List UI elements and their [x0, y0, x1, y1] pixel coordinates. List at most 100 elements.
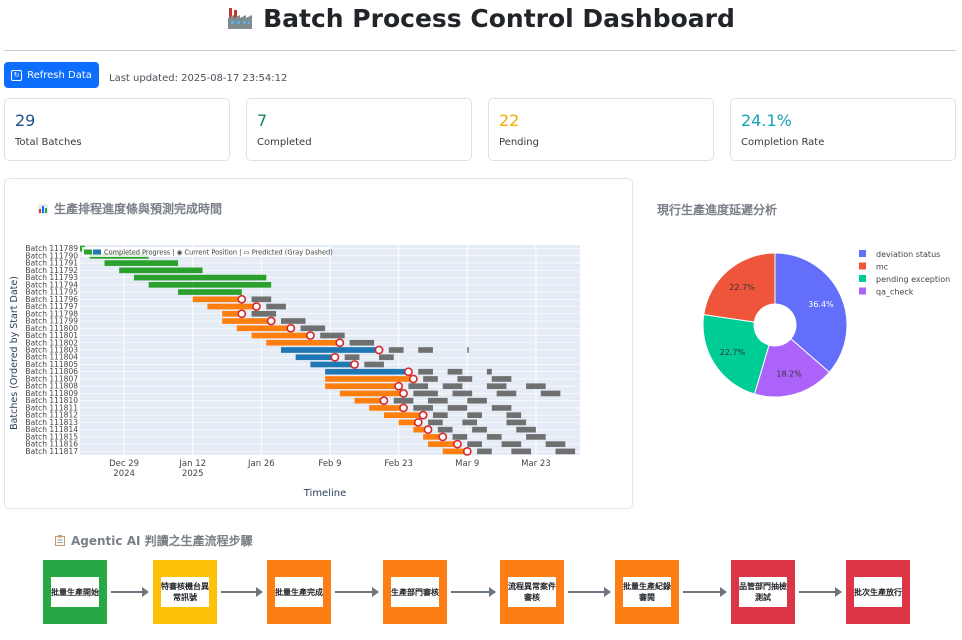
y-tick-label: Batch 111817 [25, 447, 78, 456]
pie-slice-label: 22.7% [729, 283, 755, 292]
flow-step: 特審核機台異常訊號 [153, 560, 217, 624]
legend-swatch-progress [93, 249, 101, 255]
progress-bar [413, 426, 429, 433]
refresh-data-label: Refresh Data [27, 69, 92, 81]
pie-slice-label: 18.2% [776, 369, 802, 378]
predicted-segment [467, 397, 487, 404]
predicted-segment [545, 441, 566, 447]
pie-slice-label: 22.7% [720, 348, 746, 357]
progress-bar [325, 376, 414, 382]
y-tick-label: Batch 111796 [25, 295, 78, 304]
factory-icon [227, 6, 253, 36]
predicted-segment [462, 419, 478, 426]
predicted-segment [447, 368, 463, 375]
stat-label: Total Batches [15, 137, 82, 148]
progress-bar [280, 347, 380, 353]
progress-bar [178, 289, 242, 295]
current-position-marker [394, 381, 404, 391]
flow-arrow [335, 587, 379, 597]
stat-label: Completion Rate [741, 137, 825, 148]
predicted-segment [413, 390, 438, 397]
title-divider [4, 50, 956, 51]
legend-label: mc [876, 263, 888, 272]
predicted-segment [486, 434, 502, 440]
current-position-marker [423, 425, 433, 435]
y-tick-label: Batch 111794 [25, 280, 78, 289]
predicted-segment [526, 434, 546, 440]
y-tick-label: Batch 111803 [25, 346, 78, 355]
predicted-segment [491, 405, 512, 411]
predicted-segment [491, 376, 512, 382]
progress-bar [383, 412, 424, 418]
predicted-segment [452, 390, 473, 397]
predicted-segment [408, 383, 429, 390]
flow-arrow [683, 587, 727, 597]
progress-bar [192, 296, 242, 303]
y-tick-label: Batch 111802 [25, 338, 78, 347]
flow-arrow [568, 587, 611, 597]
pie-slice-qa-check [753, 338, 831, 398]
y-tick-label: Batch 111789 [25, 244, 78, 253]
progress-bar [295, 354, 335, 361]
flow-step: 批量生產開始 [43, 560, 107, 624]
predicted-segment [379, 354, 394, 361]
stat-card-completion-rate: 24.1% Completion Rate [730, 98, 956, 161]
flow-step-label: 流程異常案件審核 [508, 577, 556, 607]
predicted-segment [506, 412, 522, 418]
x-tick-sublabel: 2024 [113, 469, 135, 479]
stat-card-total-batches: 29 Total Batches [4, 98, 230, 161]
flow-step-label: 特審核機台異常訊號 [161, 577, 209, 607]
stat-value: 24.1% [741, 111, 792, 130]
x-tick-label: Jan 26 [247, 459, 275, 469]
refresh-icon: ↻ [11, 69, 23, 81]
stat-label: Pending [499, 137, 539, 148]
flow-step-label: 批量生產開始 [51, 577, 99, 607]
stat-value: 29 [15, 111, 36, 130]
flow-step-label: 品管部門抽檢測試 [739, 577, 787, 607]
progress-bar [148, 282, 272, 288]
legend-label: deviation status [876, 250, 940, 259]
progress-bar [423, 434, 443, 440]
y-tick-label: Batch 111800 [25, 324, 78, 333]
progress-bar [236, 325, 291, 332]
y-tick-label: Batch 111813 [25, 418, 78, 427]
current-position-marker [418, 410, 428, 420]
flow-arrow [799, 587, 842, 597]
flow-step: 流程異常案件審核 [500, 560, 564, 624]
y-axis-title: Batches (Ordered by Start Date) [9, 276, 20, 430]
y-tick-label: Batch 111805 [25, 360, 78, 369]
pie-chart-title: 現行生產進度延遲分析 [657, 203, 778, 217]
flow-step: 生產部門審核 [383, 560, 447, 624]
pie-slice-label: 36.4% [808, 300, 834, 309]
refresh-data-button[interactable]: ↻ Refresh Data [4, 62, 99, 88]
stat-value: 22 [499, 111, 520, 130]
predicted-segment [251, 296, 272, 303]
predicted-segment [442, 383, 463, 390]
page-title: Batch Process Control Dashboard [0, 4, 962, 36]
legend-label: pending exception [876, 275, 950, 284]
predicted-segment [472, 426, 487, 433]
y-tick-label: Batch 111808 [25, 382, 78, 391]
bar-chart-icon [38, 203, 48, 214]
y-tick-label: Batch 111790 [25, 251, 78, 260]
flow-arrow [221, 587, 263, 597]
y-tick-label: Batch 111816 [25, 440, 78, 449]
progress-bar [369, 405, 404, 411]
predicted-segment [418, 368, 433, 375]
y-tick-label: Batch 111799 [25, 317, 78, 326]
y-tick-label: Batch 111793 [25, 273, 78, 282]
flow-section-title-text: Agentic AI 判讀之生產流程步驟 [71, 534, 253, 548]
predicted-segment [344, 354, 360, 361]
progress-bar [325, 368, 409, 375]
progress-bar [222, 318, 272, 324]
predicted-segment [320, 332, 345, 339]
predicted-segment [506, 419, 527, 426]
flow-step-label: 生產部門審核 [391, 577, 439, 607]
legend-label: qa_check [876, 288, 914, 297]
current-position-marker [330, 352, 340, 362]
stat-card-completed: 7 Completed [246, 98, 472, 161]
y-tick-label: Batch 111792 [25, 266, 78, 275]
predicted-segment [516, 426, 536, 433]
y-tick-label: Batch 111807 [25, 374, 78, 383]
y-tick-label: Batch 111791 [25, 259, 78, 268]
